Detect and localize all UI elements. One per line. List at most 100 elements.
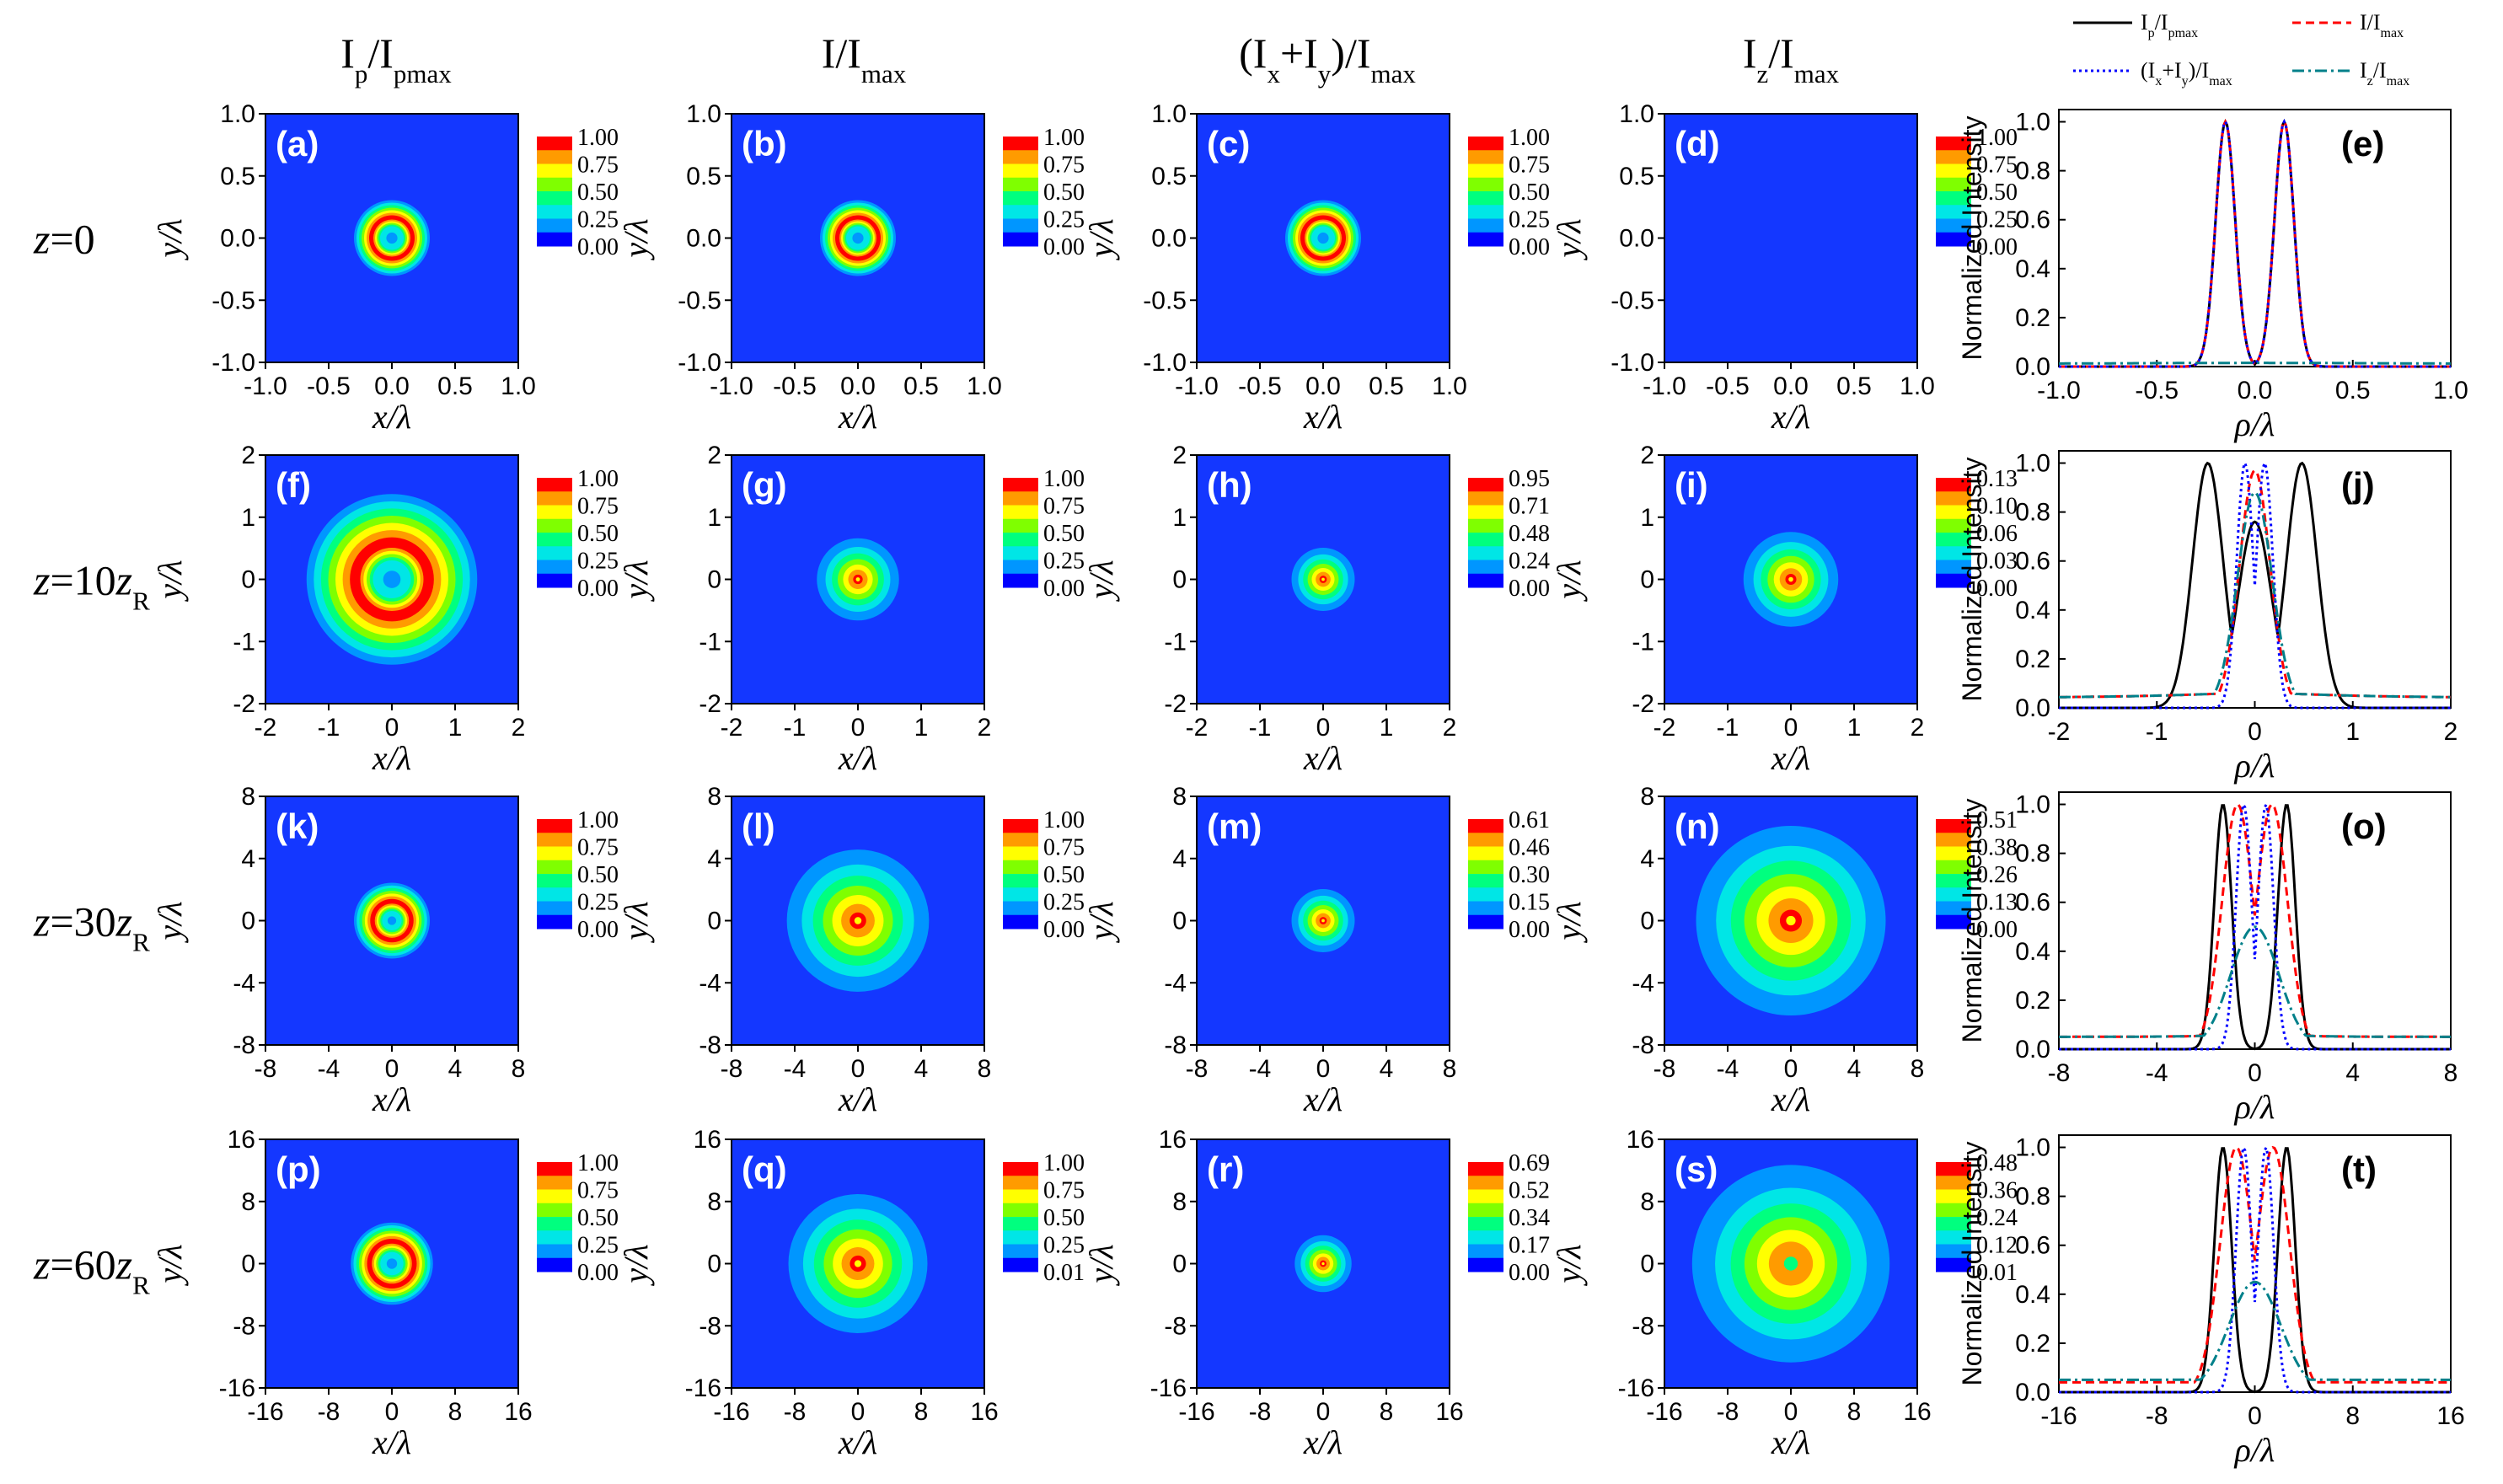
x-axis-title: x/λ [1771, 1080, 1810, 1118]
y-tick-label: 0.2 [2015, 646, 2050, 673]
colorbar-swatch [1936, 205, 1971, 219]
x-tick-label: 0 [2248, 1402, 2262, 1430]
colorbar-label: 0.25 [577, 207, 619, 233]
colorbar-swatch [1468, 232, 1503, 247]
y-tick-label: -8 [1632, 1312, 1654, 1340]
colorbar-label: 0.17 [1509, 1233, 1550, 1259]
colorbar-swatch [1003, 232, 1038, 247]
colorbar-label: 0.50 [1043, 521, 1085, 547]
plot-frame [2058, 1134, 2452, 1393]
y-tick-label: 0.0 [1619, 225, 1654, 253]
colorbar-swatch [1003, 860, 1038, 875]
y-tick-label: 0.2 [2015, 987, 2050, 1015]
x-tick-label: -1.0 [244, 372, 287, 400]
colorbar-swatch [1468, 546, 1503, 560]
intensity-contour [854, 1260, 862, 1267]
y-tick-label: 0 [1640, 566, 1654, 594]
colorbar-label: 0.25 [1043, 207, 1085, 233]
heatmap-panel-a: (a) -1.0-1.0 -0.5 -0.5 0.0 0.0 0.5 0.5 1.0 1.0 x/λ… [151, 100, 619, 436]
colorbar-swatch [1936, 546, 1971, 560]
colorbar-label: 0.50 [577, 179, 619, 206]
colorbar-label: 1.00 [1043, 125, 1085, 151]
y-tick-label: -0.5 [212, 287, 255, 314]
profile-panel-j: 0.0 0.2 0.4 0.6 0.8 1.0 -2 -1 0 1 2 (j) ρ/λ Normalize… [1957, 450, 2457, 785]
colorbar-label: 1.00 [577, 807, 619, 833]
x-tick-label: 0 [1316, 714, 1331, 742]
y-tick-label: 1.0 [1619, 100, 1654, 128]
x-tick-label: 1.0 [2433, 377, 2468, 404]
colorbar-swatch [537, 887, 572, 902]
colorbar-swatch [537, 1162, 572, 1176]
colorbar: 1.000.750.500.250.00 [1468, 125, 1550, 260]
y-tick-label: 0 [1640, 1251, 1654, 1278]
colorbar-label: 0.00 [577, 1260, 619, 1286]
colorbar-swatch [1003, 546, 1038, 560]
y-tick-label: 16 [228, 1126, 255, 1154]
x-tick-label: -2 [1653, 714, 1676, 742]
legend-entry-Iz: Iz/Imax [2360, 58, 2409, 88]
colorbar-label: 0.61 [1509, 807, 1550, 833]
colorbar-label: 0.75 [1043, 1178, 1085, 1204]
colorbar-label: 0.30 [1509, 862, 1550, 888]
x-tick-label: -1 [318, 714, 340, 742]
colorbar-label: 0.00 [1509, 917, 1550, 943]
panel-label: (c) [1207, 124, 1250, 163]
colorbar-swatch [537, 1257, 572, 1272]
row-labels: z=0 z=10zR z=30zR z=60zR [33, 216, 150, 1300]
x-tick-label: -4 [784, 1055, 807, 1083]
colorbar-swatch [1468, 518, 1503, 533]
y-tick-label: 0.4 [2015, 255, 2050, 283]
colorbar-swatch [1003, 1230, 1038, 1245]
colorbar-label: 0.24 [1509, 549, 1550, 575]
colorbar-swatch [1003, 833, 1038, 847]
colorbar-label: 0.25 [1043, 1233, 1085, 1259]
x-tick-label: 1 [2345, 718, 2360, 746]
colorbar-label: 0.46 [1509, 835, 1550, 861]
y-axis-title: y/λ [617, 218, 655, 260]
y-axis-title: y/λ [1550, 901, 1588, 943]
colorbar-label: 0.75 [1976, 153, 2018, 179]
colorbar-label: 0.75 [1043, 153, 1085, 179]
x-tick-label: 1.0 [1900, 372, 1935, 400]
colorbar-swatch [1936, 491, 1971, 506]
colorbar-swatch [1003, 163, 1038, 179]
heatmap-panel-c: (c) -1.0-1.0 -0.5 -0.5 0.0 0.0 0.5 0.5 1.0 1.0 x/λ… [1082, 100, 1550, 436]
panel-label: (n) [1675, 806, 1720, 846]
x-tick-label: -0.5 [1706, 372, 1750, 400]
colorbar-label: 1.00 [1043, 466, 1085, 492]
colorbar-label: 0.34 [1509, 1205, 1550, 1231]
y-tick-label: -8 [1632, 1031, 1654, 1059]
colorbar-label: 0.13 [1976, 890, 2018, 916]
colorbar-swatch [1003, 1257, 1038, 1272]
colorbar-swatch [1003, 478, 1038, 492]
heatmap-panel-m: (m) -8-8 -4 -4 0 0 4 4 8 8 x/λ y/λ 0.610.460.300.150… [1082, 783, 1550, 1118]
colorbar-swatch [537, 191, 572, 206]
colorbar-label: 0.00 [1509, 576, 1550, 602]
colorbar-label: 0.25 [1976, 207, 2018, 233]
colorbar-swatch [537, 819, 572, 833]
x-tick-label: -1 [1717, 714, 1739, 742]
x-tick-label: 16 [2436, 1402, 2464, 1430]
y-tick-label: -8 [1164, 1312, 1187, 1340]
colorbar-swatch [1003, 205, 1038, 219]
y-axis-title: Normalized Intensity [1957, 1142, 1987, 1386]
x-tick-label: -8 [1653, 1055, 1676, 1083]
colorbar-label: 0.50 [1509, 179, 1550, 206]
colorbar-swatch [1936, 1162, 1971, 1176]
x-tick-label: -16 [2040, 1402, 2077, 1430]
y-tick-label: 0 [241, 566, 255, 594]
x-tick-label: -8 [1249, 1398, 1272, 1426]
colorbar-label: 0.75 [1509, 153, 1550, 179]
x-axis-title: x/λ [1303, 739, 1343, 777]
colorbar: 1.000.750.500.250.00 [1936, 125, 2018, 260]
profile-panel-o: 0.0 0.2 0.4 0.6 0.8 1.0 -8 -4 0 4 8 (o) ρ/λ Normalize… [1957, 791, 2457, 1126]
colorbar-swatch [1468, 1162, 1503, 1176]
x-axis-title: x/λ [838, 1080, 877, 1118]
plot-frame [2058, 791, 2452, 1050]
y-tick-label: -1 [233, 628, 255, 656]
y-axis-title: y/λ [617, 560, 655, 602]
x-tick-label: -16 [713, 1398, 749, 1426]
colorbar-swatch [1468, 191, 1503, 206]
y-tick-label: -0.5 [1611, 287, 1654, 314]
colorbar-swatch [1468, 1230, 1503, 1245]
